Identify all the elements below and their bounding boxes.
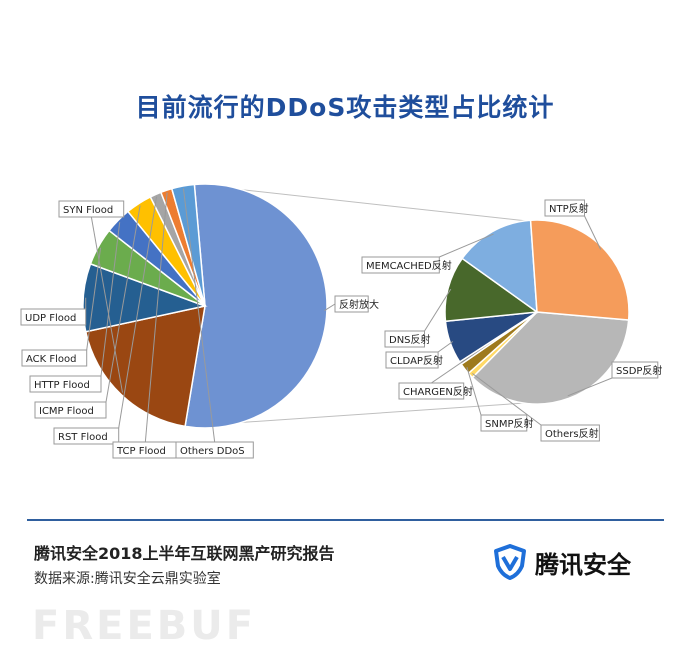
slice-label: Others反射	[545, 428, 599, 440]
label-box	[34, 401, 107, 419]
slice-label: SNMP反射	[485, 418, 534, 430]
leader-line	[86, 247, 102, 351]
sub-slice-ntp	[529, 219, 630, 321]
label-box	[611, 361, 659, 379]
leader-line	[567, 377, 613, 397]
slice-label: CLDAP反射	[390, 355, 443, 367]
leader-line	[424, 288, 452, 332]
label-box	[480, 414, 528, 432]
label-box	[361, 256, 440, 274]
brand-logo: 腾讯安全	[493, 544, 631, 580]
slice-label: CHARGEN反射	[403, 386, 473, 398]
slice-label: Others DDoS	[180, 446, 245, 457]
label-box	[58, 200, 125, 218]
leader-line	[118, 196, 158, 429]
label-box	[384, 330, 425, 348]
sub-slice-ssdp	[471, 311, 630, 405]
chart-title: 目前流行的DDoS攻击类型占比统计	[135, 93, 555, 122]
pie-of-pie-chart: 反射放大 SYN Flood UDP Flood ACK Flood HTTP Floo…	[20, 183, 662, 459]
leader-line	[466, 367, 482, 416]
slice-label: SYN Flood	[63, 205, 113, 216]
slice-label: HTTP Flood	[34, 380, 90, 391]
slice-label: TCP Flood	[116, 446, 166, 457]
watermark: FREEBUF	[32, 603, 257, 649]
shield-icon	[494, 544, 526, 580]
leader-line	[431, 361, 464, 384]
main-pie	[82, 183, 328, 429]
slice-label: MEMCACHED反射	[366, 260, 452, 272]
leader-line	[439, 233, 494, 258]
brand-name: 腾讯安全	[535, 550, 631, 579]
leader-line	[100, 222, 121, 377]
sub-slice-memcached	[461, 219, 538, 314]
label-box	[29, 375, 102, 393]
slice-label: SSDP反射	[616, 365, 662, 377]
report-title: 腾讯安全2018上半年互联网黑产研究报告	[34, 544, 335, 563]
connector-top	[194, 183, 528, 222]
main-slice-syn-flood	[84, 305, 206, 428]
slice-label: RST Flood	[58, 432, 108, 443]
slice-label: ACK Flood	[26, 354, 77, 365]
leader-line	[584, 215, 602, 250]
label-box	[398, 382, 465, 400]
slice-label: NTP反射	[549, 203, 589, 215]
label-box	[175, 441, 254, 459]
leader-line	[105, 205, 141, 403]
footer-divider	[27, 519, 664, 521]
slice-label: UDP Flood	[25, 313, 76, 324]
leader-line	[437, 341, 454, 353]
slice-label: 反射放大	[339, 298, 379, 311]
label-box	[334, 295, 369, 313]
slice-labels: 反射放大 SYN Flood UDP Flood ACK Flood HTTP Floo…	[20, 188, 662, 459]
sub-slice-dns	[444, 257, 540, 323]
label-box	[540, 424, 600, 442]
slice-label: DNS反射	[389, 334, 431, 346]
slice-label: ICMP Flood	[39, 406, 94, 417]
leader-line	[90, 216, 123, 393]
sub-pie	[444, 219, 630, 405]
label-box	[21, 349, 88, 367]
main-slice-others-ddos	[170, 183, 206, 307]
leader-line	[144, 192, 168, 443]
leader-line	[324, 303, 336, 312]
label-box	[53, 427, 120, 445]
label-box	[20, 308, 87, 326]
leader-line	[472, 373, 542, 426]
main-slice-slice	[184, 183, 328, 429]
data-source: 数据来源:腾讯安全云鼎实验室	[34, 571, 221, 587]
label-box	[544, 199, 585, 217]
leader-line	[182, 188, 216, 443]
label-box	[385, 351, 439, 369]
